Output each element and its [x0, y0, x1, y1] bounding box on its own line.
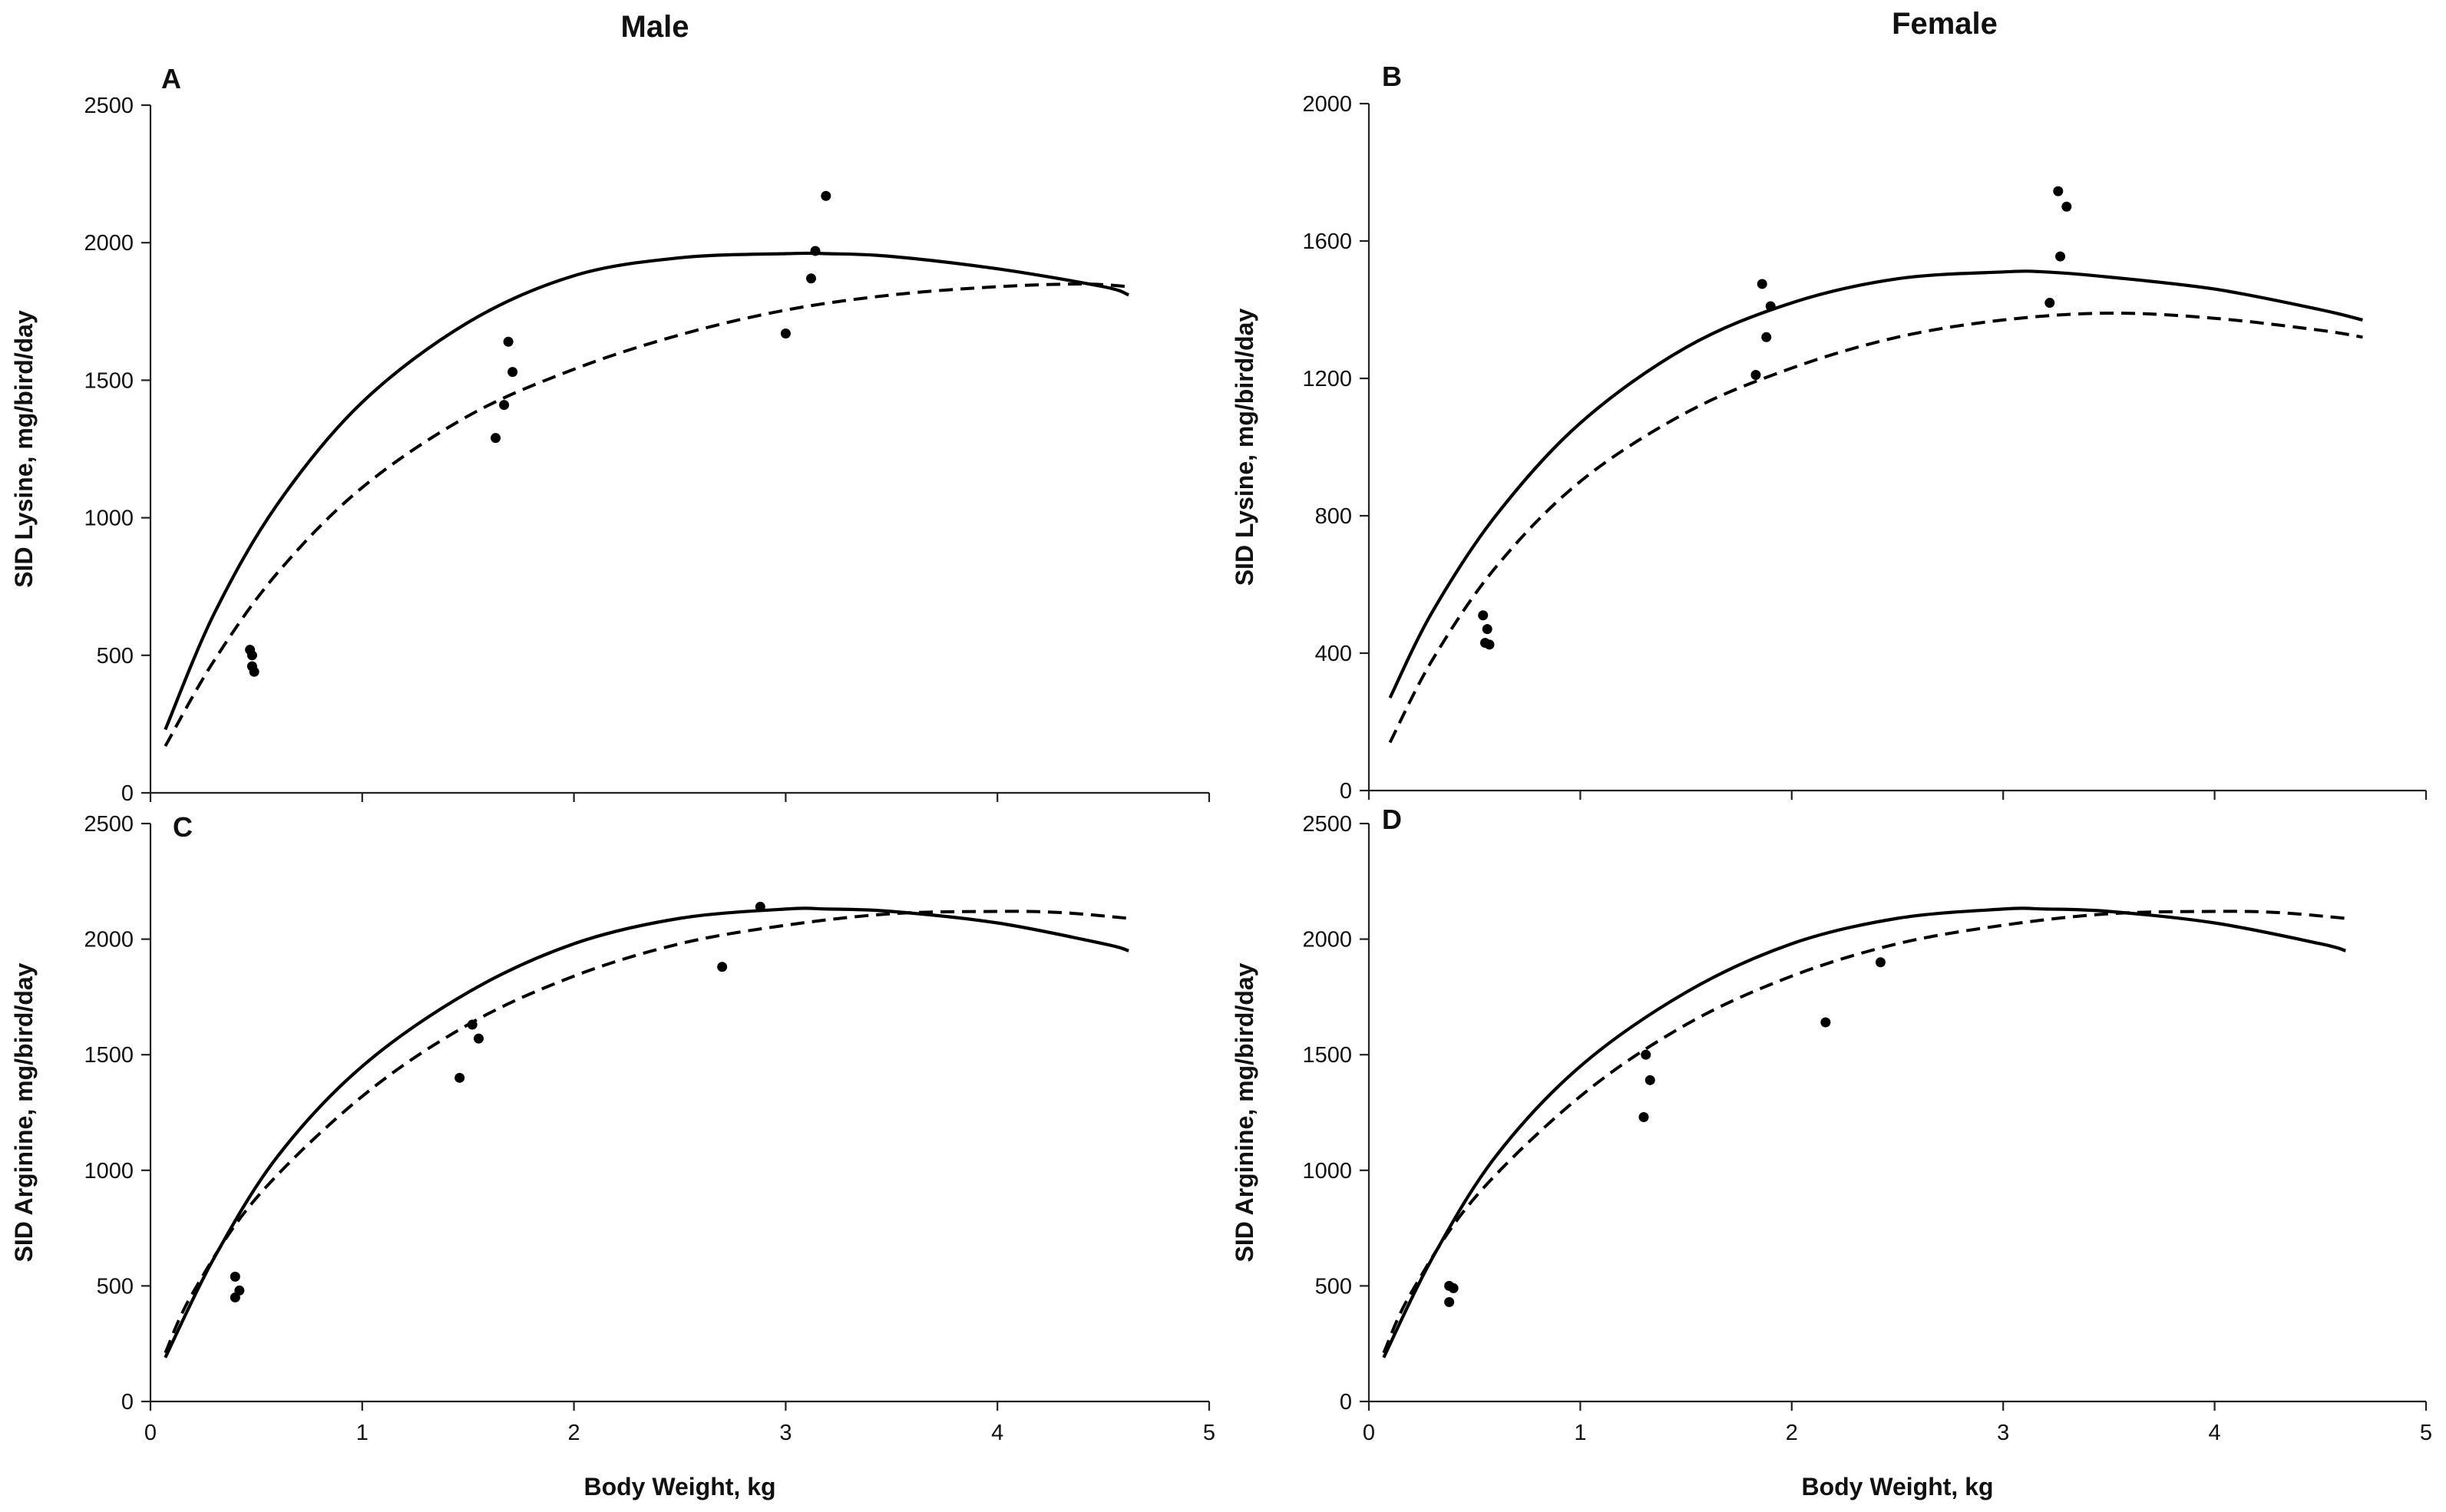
solid-fit-curve — [164, 906, 1129, 1358]
x-tick-label: 0 — [1363, 1421, 1375, 1445]
y-tick-label: 2500 — [84, 94, 134, 118]
panel-b-lysine-female: 0 400 800 1200 1600 2000 SID Lysine, mg/bird/d… — [1231, 61, 2428, 804]
panel-d-arginine-female: 0 500 1000 1500 2000 2500 0 1 2 3 4 5 Body Weight, k… — [1231, 804, 2432, 1500]
panel-a-lysine-male: 0 500 1000 1500 2000 2500 SID Lysine, mg/bird/… — [10, 63, 1211, 806]
y-axis-label: SID Lysine, mg/bird/day — [10, 310, 38, 588]
y-tick-label: 2000 — [84, 231, 134, 256]
data-point — [234, 1285, 245, 1296]
data-point — [1644, 1075, 1655, 1085]
x-tick-label: 1 — [1574, 1421, 1586, 1445]
data-point — [2044, 298, 2055, 309]
x-tick-label: 2 — [568, 1421, 580, 1445]
data-point — [454, 1072, 465, 1083]
data-point — [473, 1033, 484, 1044]
x-tick-label: 1 — [356, 1421, 369, 1445]
y-axis-label: SID Lysine, mg/bird/day — [1231, 309, 1258, 586]
panel-letter: C — [173, 811, 193, 843]
y-tick-label: 800 — [1315, 504, 1352, 529]
data-point — [1820, 1017, 1831, 1028]
x-tick-label: 4 — [991, 1421, 1003, 1445]
data-point — [1478, 610, 1489, 621]
y-tick-label: 1000 — [1302, 1159, 1352, 1184]
data-point — [1484, 639, 1495, 650]
dashed-fit-curve — [164, 910, 1129, 1354]
data-point — [717, 962, 728, 972]
data-point — [1761, 332, 1772, 342]
y-tick-label: 0 — [1340, 1390, 1352, 1415]
y-tick-label: 2500 — [1302, 812, 1352, 837]
solid-fit-curve — [1388, 269, 2363, 699]
y-tick-label: 0 — [121, 781, 134, 806]
solid-fit-curve — [164, 251, 1129, 731]
data-point — [467, 1019, 478, 1030]
y-tick-label: 1600 — [1302, 229, 1352, 254]
data-point — [805, 273, 816, 284]
y-tick-label: 2000 — [1302, 928, 1352, 952]
x-tick-label: 4 — [2209, 1421, 2221, 1445]
data-point — [2055, 251, 2066, 262]
x-tick-label: 5 — [2420, 1421, 2432, 1445]
data-point — [1448, 1283, 1459, 1293]
data-point — [755, 901, 765, 912]
data-point — [246, 650, 257, 661]
x-tick-label: 3 — [779, 1421, 792, 1445]
data-point — [507, 367, 518, 378]
x-tick-label: 0 — [144, 1421, 157, 1445]
data-point — [1444, 1296, 1455, 1307]
panel-letter: A — [161, 63, 181, 94]
y-tick-label: 1500 — [1302, 1043, 1352, 1068]
data-point — [230, 1271, 240, 1282]
y-tick-label: 2500 — [84, 812, 134, 837]
y-axis-label: SID Arginine, mg/bird/day — [10, 962, 38, 1262]
data-point — [1641, 1049, 1651, 1060]
dashed-fit-curve — [1388, 311, 2363, 744]
y-tick-label: 1500 — [84, 1043, 134, 1068]
data-point — [821, 190, 831, 201]
y-tick-label: 0 — [1340, 779, 1352, 804]
panel-letter: D — [1382, 804, 1402, 835]
y-tick-label: 1200 — [1302, 367, 1352, 391]
column-title-female: Female — [1892, 7, 1998, 41]
dashed-fit-curve — [164, 282, 1129, 748]
data-point — [2053, 186, 2064, 196]
y-tick-label: 500 — [97, 1274, 134, 1299]
data-point — [1482, 624, 1492, 635]
y-tick-label: 500 — [97, 644, 134, 669]
y-tick-label: 1000 — [84, 507, 134, 531]
x-tick-label: 3 — [1997, 1421, 2009, 1445]
data-point — [499, 400, 510, 411]
solid-fit-curve — [1382, 906, 2346, 1358]
y-tick-label: 1000 — [84, 1159, 134, 1184]
data-point — [1638, 1112, 1649, 1123]
y-axis-label: SID Arginine, mg/bird/day — [1231, 962, 1258, 1262]
column-title-male: Male — [621, 10, 689, 44]
y-tick-label: 1500 — [84, 368, 134, 393]
data-point — [1750, 370, 1761, 381]
x-axis-label: Body Weight, kg — [1801, 1473, 1993, 1500]
data-point — [1875, 957, 1886, 968]
y-tick-label: 2000 — [1302, 92, 1352, 117]
data-point — [810, 246, 821, 256]
panel-letter: B — [1382, 61, 1402, 92]
x-axis-label: Body Weight, kg — [583, 1473, 775, 1500]
y-tick-label: 500 — [1315, 1274, 1352, 1299]
data-point — [1765, 301, 1776, 312]
y-tick-label: 2000 — [84, 928, 134, 952]
data-point — [2061, 201, 2072, 212]
panel-c-arginine-male: 0 500 1000 1500 2000 2500 0 1 2 3 4 5 Body Weight, k… — [10, 811, 1215, 1500]
data-point — [780, 328, 791, 338]
y-tick-label: 0 — [121, 1390, 134, 1415]
data-point — [503, 336, 514, 347]
data-point — [1757, 279, 1767, 289]
x-tick-label: 2 — [1786, 1421, 1798, 1445]
y-tick-label: 400 — [1315, 642, 1352, 666]
x-tick-label: 5 — [1203, 1421, 1215, 1445]
data-point — [491, 433, 501, 444]
data-point — [249, 666, 259, 677]
dashed-fit-curve — [1382, 910, 2346, 1354]
